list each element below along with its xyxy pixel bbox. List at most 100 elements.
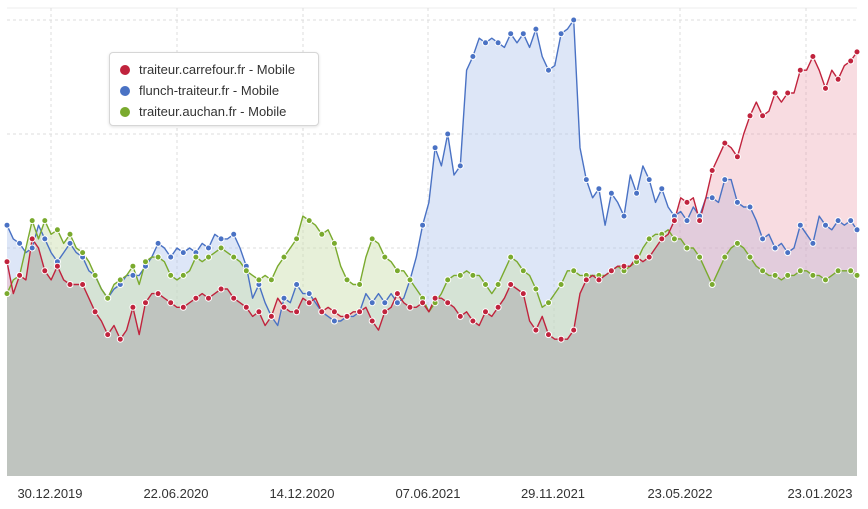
point-series-1-104 [658,185,666,193]
legend-item-auchan[interactable]: traiteur.auchan.fr - Mobile [120,101,318,122]
point-series-1-74 [469,53,477,60]
point-series-0-112 [708,167,716,174]
legend-item-carrefour[interactable]: traiteur.carrefour.fr - Mobile [120,59,318,80]
point-series-1-82 [519,30,527,38]
point-series-2-22 [142,258,149,266]
legend: traiteur.carrefour.fr - Mobile flunch-tr… [109,52,319,126]
point-series-0-104 [658,235,666,243]
legend-dot-auchan [120,106,130,117]
point-series-0-68 [431,294,439,302]
point-series-0-86 [545,331,552,339]
point-series-2-126 [796,267,804,275]
point-series-0-94 [595,276,603,284]
point-series-2-16 [104,294,112,302]
point-series-2-44 [280,253,288,261]
line-series-0 [6,51,858,340]
point-series-2-42 [267,276,275,284]
point-series-0-90 [570,326,578,334]
legend-item-flunch[interactable]: flunch-traiteur.fr - Mobile [120,80,318,101]
point-series-0-108 [683,198,691,206]
point-series-2-88 [557,281,565,288]
point-series-1-86 [545,66,552,74]
series-areas [7,20,857,477]
point-series-2-54 [343,276,351,284]
point-series-0-6 [41,267,49,275]
point-series-1-100 [633,189,641,197]
point-series-1-2 [16,239,24,247]
legend-dot-carrefour [120,64,130,75]
point-series-0-4 [28,235,36,243]
x-tick-label-2: 14.12.2020 [269,486,334,501]
point-series-2-6 [41,217,49,225]
point-series-2-128 [809,271,817,279]
point-series-1-96 [607,189,615,197]
legend-label-flunch: flunch-traiteur.fr - Mobile [139,83,280,98]
point-series-2-112 [708,281,716,288]
point-series-2-72 [456,271,464,279]
point-series-0-135 [853,48,861,56]
point-series-0-120 [759,112,767,120]
point-series-1-52 [330,317,338,325]
point-series-0-130 [822,84,829,92]
point-series-1-20 [129,271,137,279]
point-series-1-116 [733,198,741,206]
point-series-2-116 [733,239,741,247]
point-series-0-16 [104,331,112,339]
point-series-2-114 [721,253,729,261]
point-series-2-4 [28,217,36,225]
point-series-0-22 [142,299,149,307]
point-series-2-135 [853,271,861,279]
point-series-0-66 [419,299,427,307]
point-series-1-76 [482,39,489,47]
point-series-0-30 [192,294,200,302]
point-series-2-78 [494,281,502,288]
point-series-0-52 [330,308,338,316]
point-series-0-92 [582,276,590,284]
point-series-0-32 [205,294,212,302]
point-series-0-78 [494,303,502,311]
point-series-2-48 [305,217,313,225]
point-series-0-56 [356,308,364,316]
point-series-0-24 [154,290,162,298]
point-series-2-28 [179,271,187,279]
point-series-0-28 [179,303,187,311]
point-series-2-80 [507,253,515,261]
point-series-0-36 [230,294,238,302]
point-series-2-62 [393,267,401,275]
point-series-2-58 [368,235,376,243]
point-series-2-74 [469,271,477,279]
point-series-0-114 [721,139,729,147]
point-series-2-36 [230,253,238,261]
point-series-2-122 [771,271,779,279]
x-tick-label-6: 23.01.2023 [787,486,852,501]
point-series-0-62 [393,290,401,298]
point-series-1-34 [217,235,225,243]
point-series-1-10 [66,239,74,247]
point-series-0-84 [532,326,540,334]
x-tick-label-1: 22.06.2020 [143,486,208,501]
point-series-2-108 [683,244,691,252]
point-series-0-132 [834,75,842,83]
point-series-2-12 [79,249,87,257]
point-series-0-74 [469,317,477,325]
point-series-0-98 [620,262,628,270]
point-series-0-12 [79,281,87,288]
point-series-0-116 [733,153,741,161]
point-series-2-56 [356,281,364,288]
legend-label-auchan: traiteur.auchan.fr - Mobile [139,104,287,119]
point-series-2-82 [519,267,527,275]
point-series-1-6 [41,235,49,243]
point-series-0-50 [318,308,326,316]
point-series-2-76 [482,281,489,288]
point-series-0-80 [507,281,515,288]
point-series-0-38 [242,303,250,311]
point-series-2-0 [3,290,11,298]
point-series-1-124 [784,249,792,257]
point-series-1-44 [280,294,288,302]
point-series-2-102 [645,235,653,243]
point-series-2-86 [545,299,552,307]
point-series-1-68 [431,144,439,152]
point-series-0-88 [557,335,565,343]
